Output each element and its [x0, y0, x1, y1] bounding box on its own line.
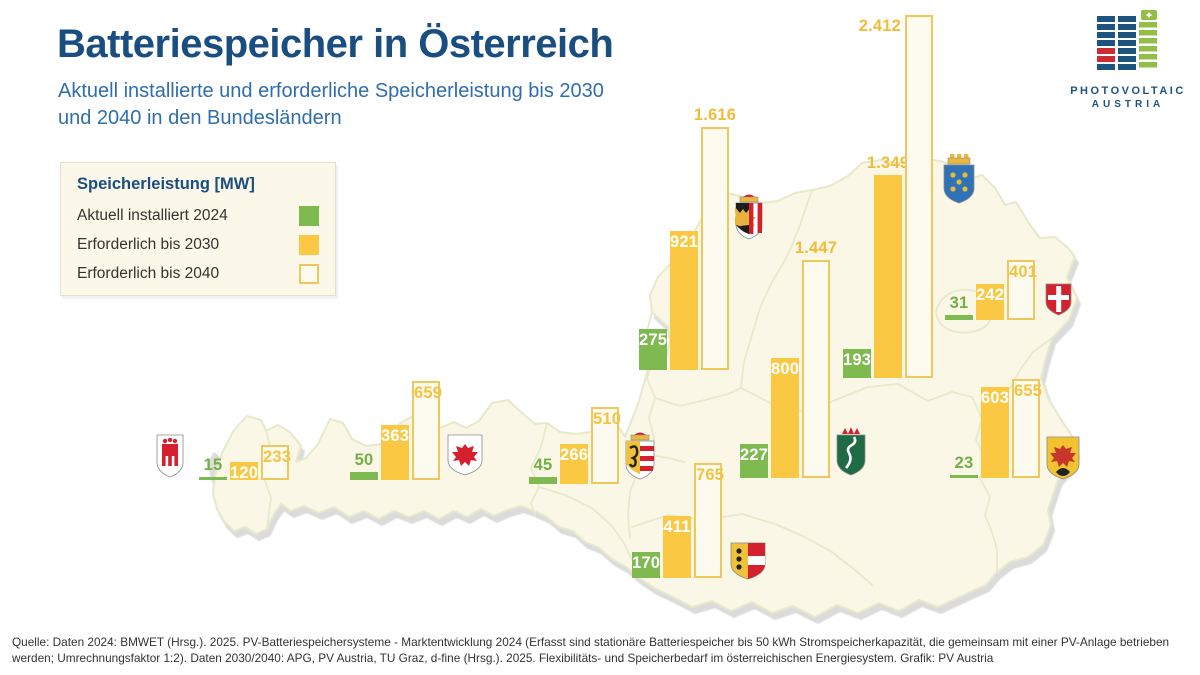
- bar-value-label: 23: [954, 454, 974, 472]
- bar-oberoesterreich-required_2030: 921: [670, 231, 698, 370]
- bar-tirol-required_2030: 363: [381, 425, 409, 480]
- coat-of-arms-tirol: [447, 434, 483, 476]
- bar-value-label: 45: [533, 456, 553, 474]
- coat-of-arms-kaernten: [730, 542, 766, 580]
- bar-vorarlberg-required_2040: 233: [261, 445, 292, 480]
- bar-value-label: 233: [263, 448, 292, 466]
- bar-kaernten-installed_2024: 170: [632, 552, 660, 578]
- photovoltaic-austria-logo: PHOTOVOLTAIC AUSTRIA: [1066, 10, 1190, 110]
- bar-steiermark-installed_2024: 227: [740, 444, 768, 478]
- bar-value-label: 603: [981, 389, 1010, 407]
- bar-niederoesterreich-installed_2024: 193: [843, 349, 871, 378]
- bar-niederoesterreich-required_2030: [874, 175, 902, 378]
- bar-value-label: 242: [976, 286, 1005, 304]
- coat-of-arms-burgenland: [1046, 436, 1080, 480]
- bar-steiermark-required_2040: [802, 260, 830, 478]
- bar-value-label: 655: [1014, 382, 1043, 400]
- coat-of-arms-salzburg: [625, 432, 655, 480]
- coat-of-arms-vorarlberg: [156, 434, 184, 478]
- logo-text-line1: PHOTOVOLTAIC: [1070, 85, 1186, 97]
- bar-value-label: 31: [949, 294, 969, 312]
- coat-of-arms-wien: [1045, 283, 1072, 316]
- bar-value-label: 1.349: [866, 154, 910, 172]
- bar-value-label: 1.616: [693, 106, 737, 124]
- legend-swatch-installed-2024: [299, 206, 319, 226]
- bar-tirol-required_2040: 659: [412, 381, 443, 480]
- bar-wien-installed_2024: [945, 315, 973, 320]
- bar-kaernten-required_2040: 765: [694, 463, 725, 578]
- coat-of-arms-oberoesterreich: [735, 194, 763, 240]
- bar-value-label: 266: [560, 446, 589, 464]
- bar-tirol-installed_2024: [350, 472, 378, 480]
- logo-battery-icon: [1097, 10, 1157, 70]
- legend-label-2024: Aktuell installiert 2024: [77, 207, 228, 224]
- page-subtitle: Aktuell installierte und erforderliche S…: [58, 80, 604, 129]
- bar-value-label: 275: [639, 331, 668, 349]
- legend-label-2030: Erforderlich bis 2030: [77, 236, 220, 253]
- bar-value-label: 921: [670, 233, 699, 251]
- bar-value-label: 765: [696, 466, 725, 484]
- source-note: Quelle: Daten 2024: BMWET (Hrsg.). 2025.…: [12, 635, 1170, 665]
- coat-of-arms-niederoesterreich: [943, 154, 975, 204]
- bar-vorarlberg-required_2030: 120: [230, 462, 259, 482]
- legend-box: Speicherleistung [MW] Aktuell installier…: [60, 162, 336, 296]
- bar-wien-required_2040: 401: [1007, 260, 1038, 320]
- bar-burgenland-required_2040: 655: [1012, 379, 1043, 478]
- bar-kaernten-required_2030: 411: [663, 516, 691, 578]
- legend-title: Speicherleistung [MW]: [77, 175, 255, 193]
- bar-salzburg-installed_2024: [529, 477, 557, 484]
- bar-value-label: 227: [740, 446, 769, 464]
- bar-value-label: 15: [203, 456, 223, 474]
- bar-niederoesterreich-required_2040: [905, 15, 933, 378]
- page-title: Batteriespeicher in Österreich: [57, 22, 614, 66]
- bar-value-label: 193: [843, 351, 872, 369]
- bar-oberoesterreich-installed_2024: 275: [639, 329, 667, 370]
- bar-value-label: 120: [230, 464, 259, 482]
- bar-value-label: 411: [663, 518, 691, 536]
- bar-value-label: 800: [771, 360, 800, 378]
- legend-swatch-required-2040: [299, 264, 319, 284]
- bar-oberoesterreich-required_2040: [701, 127, 729, 370]
- bar-value-label: 401: [1009, 263, 1038, 281]
- bar-value-label: 170: [632, 554, 661, 572]
- bar-salzburg-required_2040: 510: [591, 407, 622, 484]
- coat-of-arms-steiermark: [836, 427, 866, 476]
- bar-value-label: 659: [414, 384, 443, 402]
- bar-vorarlberg-installed_2024: [199, 477, 227, 480]
- bar-wien-required_2030: 242: [976, 284, 1004, 320]
- bar-value-label: 2.412: [858, 17, 901, 35]
- legend-item-2030: Erforderlich bis 2030: [77, 235, 319, 255]
- bar-salzburg-required_2030: 266: [560, 444, 588, 484]
- legend-label-2040: Erforderlich bis 2040: [77, 265, 220, 282]
- bar-value-label: 50: [354, 451, 374, 469]
- bar-burgenland-installed_2024: [950, 475, 978, 478]
- legend-item-2040: Erforderlich bis 2040: [77, 264, 319, 284]
- legend-item-2024: Aktuell installiert 2024: [77, 206, 319, 226]
- bar-value-label: 363: [381, 427, 410, 445]
- bar-steiermark-required_2030: 800: [771, 358, 799, 478]
- legend-swatch-required-2030: [299, 235, 319, 255]
- bar-value-label: 510: [593, 410, 622, 428]
- bar-burgenland-required_2030: 603: [981, 387, 1009, 478]
- bar-value-label: 1.447: [794, 239, 838, 257]
- logo-text-line2: AUSTRIA: [1091, 99, 1165, 110]
